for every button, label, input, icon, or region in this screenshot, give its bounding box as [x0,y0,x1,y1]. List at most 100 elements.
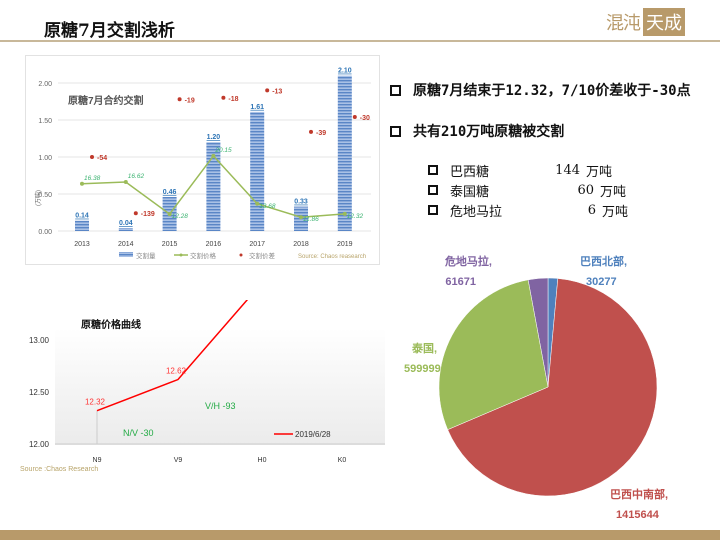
origin-unit: 万吨 [602,204,629,220]
spread-point [221,95,226,100]
pie-slice [447,278,658,497]
page-title: 原糖7月交割浅析 [44,21,175,41]
x-tick-label: 2019 [337,241,353,248]
origin-name: 泰国糖 [450,184,490,200]
pie-label-value: 1415644 [616,509,660,521]
price-point [167,212,172,217]
origin-name: 巴西糖 [450,164,490,180]
price-curve-chart: 12.0012.5013.0013.5014.0014.50原糖价格曲线N9V9… [20,180,385,473]
legend-label: 交割价差 [249,251,276,260]
price-label: 16.62 [128,173,145,180]
spread-point [265,88,270,93]
y-axis-label: (万吨) [34,190,42,206]
price-label: 12.32 [347,213,364,220]
price-label: 16.38 [84,175,101,182]
source-note: Source: Chaos reasearch [298,254,366,260]
sub-bullet-item: 巴西糖 144 万吨 [428,160,628,180]
x-tick-label: 2018 [293,241,309,248]
chart-title: 原糖7月合约交割 [68,94,144,107]
pie-label-value: 61671 [445,276,476,288]
pie-slice-overlay [438,279,549,430]
price-point [80,181,84,186]
spread-label: -39 [316,130,326,137]
y-tick-label: 1.00 [38,155,52,162]
origin-pie-chart: 巴西北部, 30277 巴西中南部, 1415644 泰国, 599999 危地马拉, 616… [404,254,668,521]
price-label: 13.68 [259,203,276,210]
spread-label: -54 [97,155,107,162]
header-divider [0,40,720,42]
x-tick-label: 2014 [118,241,134,248]
x-tick-label: 2016 [206,241,222,248]
pie-label-name: 巴西北部, [580,254,627,268]
x-tick-label: 2017 [249,241,265,248]
sub-bullet-item: 泰国糖 60 万吨 [428,180,628,200]
spread-point [90,155,94,159]
pie-label-name: 巴西中南部, [610,487,668,501]
volume-bar [75,220,89,231]
pie-label-name: 泰国, [411,341,437,355]
spread-label: -139 [141,211,155,218]
sub-bullet-item: 危地马拉 6 万吨 [428,200,628,220]
plot-area [55,328,385,445]
price-point [255,201,260,206]
delivery-chart: 0.00 0.50 1.00 1.50 2.00 (万吨) 原糖7月合约交割 2013 0.14… [34,68,371,260]
x-tick-label: 2015 [162,241,178,248]
volume-label: 1.61 [250,104,264,111]
origin-value: 60 [577,182,594,198]
legend-label: 交割量 [136,251,156,260]
pie-label-name: 危地马拉, [444,254,492,268]
x-tick-label: K0 [338,457,347,464]
bullet-item: 共有210万吨原糖被交割 [390,121,691,141]
x-tick-label: H0 [258,457,267,464]
volume-bar [250,111,265,231]
spread-point [352,115,357,120]
spread-label: -30 [360,115,370,122]
checkbox-square-icon [390,125,401,137]
volume-label: 1.20 [207,134,221,141]
legend-marker [179,253,183,257]
y-tick-label: 1.50 [38,118,52,125]
checkbox-square-icon [428,185,438,195]
spread-point [309,129,313,134]
spread-annotation: N/V -30 [123,428,154,438]
legend-label: 交割价格 [190,251,217,260]
x-tick-label: 2013 [74,241,90,248]
origin-unit: 万吨 [586,164,613,180]
pie-label-value: 30277 [586,276,617,288]
price-point [299,215,303,220]
company-logo: 混沌 天成 [606,8,685,36]
checkbox-square-icon [428,205,438,215]
volume-label: 0.04 [119,220,133,227]
price-point [342,211,347,216]
price-label: 12.62 [166,367,187,376]
origin-unit: 万吨 [600,184,627,200]
spread-point [133,211,138,216]
y-tick-label: 12.00 [29,440,50,449]
bullet-list: 原糖7月结束于12.32，7/10价差收于-30点 共有210万吨原糖被交割 [390,80,691,141]
y-tick-label: 12.50 [29,388,50,397]
bullet-text: 原糖7月结束于12.32，7/10价差收于-30点 [413,83,691,99]
checkbox-square-icon [390,84,401,96]
price-label: 11.86 [303,216,319,223]
volume-bar [206,142,221,231]
price-label: 20.15 [214,147,232,154]
bullet-item: 原糖7月结束于12.32，7/10价差收于-30点 [390,80,691,100]
chart-title: 原糖价格曲线 [81,318,141,331]
spread-label: -18 [228,96,238,103]
y-tick-label: 13.00 [29,336,50,345]
y-tick-label: 0.00 [38,229,52,236]
delivery-chart-panel: 0.00 0.50 1.00 1.50 2.00 (万吨) 原糖7月合约交割 2013 0.14… [25,55,380,265]
legend-label: 2019/6/28 [295,430,331,439]
price-point [123,180,128,185]
x-tick-label: N9 [93,457,102,464]
origin-value: 144 [555,162,580,178]
volume-label: 0.33 [294,199,308,206]
y-tick-label: 2.00 [38,81,52,88]
y-tick-label: 0.50 [38,192,52,199]
x-tick-label: V9 [174,457,183,464]
volume-bar [337,75,352,231]
sub-bullet-list: 巴西糖 144 万吨 泰国糖 60 万吨 危地马拉 6 万吨 [428,160,628,220]
source-note: Source :Chaos Research [20,466,98,473]
checkbox-square-icon [428,165,438,175]
price-curve-panel: 12.0012.5013.0013.5014.0014.50原糖价格曲线N9V9… [15,180,385,480]
